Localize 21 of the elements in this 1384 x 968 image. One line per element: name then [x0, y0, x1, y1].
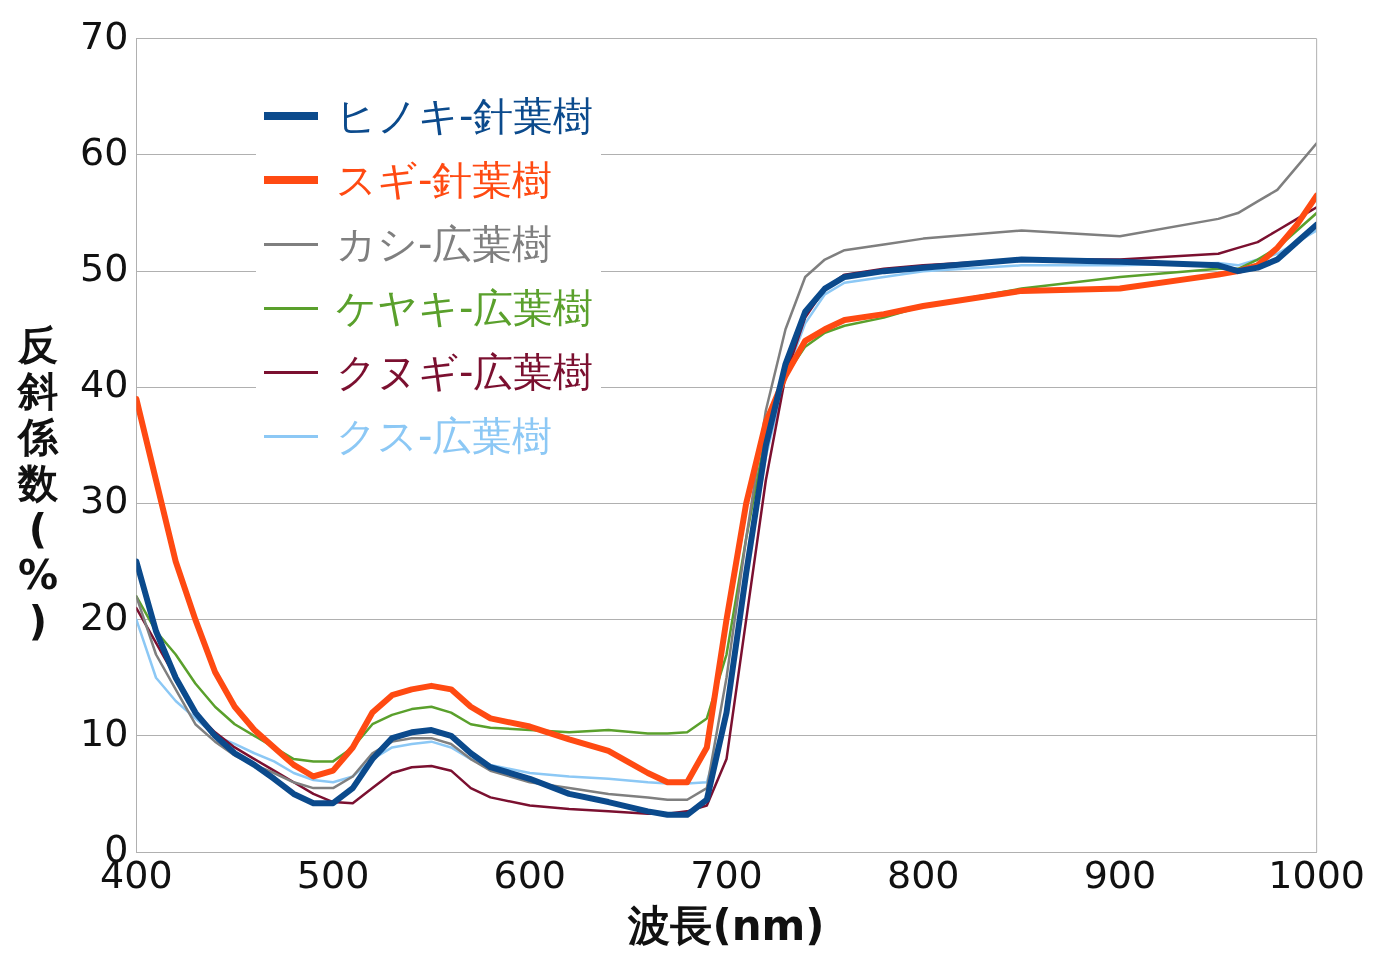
x-tick-label: 700: [690, 852, 763, 897]
y-tick-label: 20: [79, 594, 129, 639]
x-tick-label: 1000: [1268, 852, 1366, 897]
x-tick-label: 800: [886, 852, 960, 897]
legend-label: ヒノキ-針葉樹: [336, 91, 594, 141]
x-tick-label: 600: [493, 852, 567, 897]
y-tick-label: 10: [79, 710, 129, 755]
x-tick-label: 500: [296, 852, 370, 897]
y-tick-label: 50: [79, 246, 129, 291]
legend-label: カシ-広葉樹: [336, 219, 553, 269]
x-axis-title: 波長(nm): [627, 900, 825, 950]
legend-label: スギ-針葉樹: [336, 155, 553, 205]
x-tick-label: 900: [1083, 852, 1157, 897]
legend-label: クス-広葉樹: [336, 411, 553, 461]
legend-label: クヌギ-広葉樹: [336, 347, 594, 397]
y-tick-label: 40: [79, 362, 129, 407]
y-tick-label: 30: [79, 478, 129, 523]
y-tick-label: 60: [79, 129, 129, 174]
legend-label: ケヤキ-広葉樹: [336, 283, 594, 333]
y-tick-label: 70: [79, 13, 129, 58]
y-axis-title: 反斜係数(%): [17, 322, 59, 644]
